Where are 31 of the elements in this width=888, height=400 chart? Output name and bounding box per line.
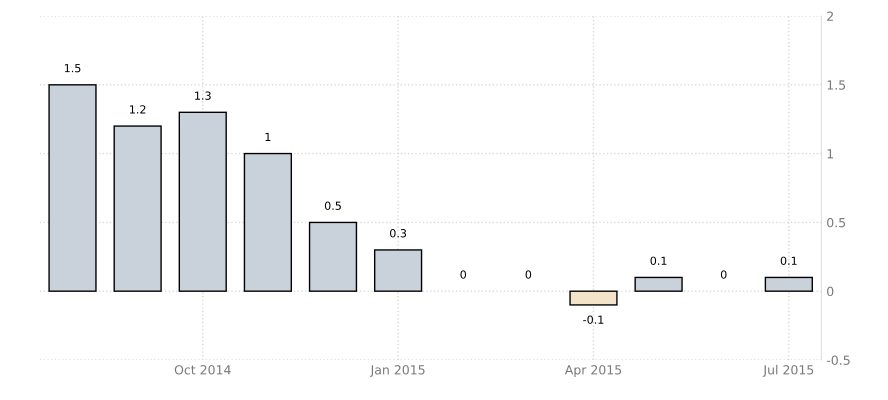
bar: [178, 112, 227, 292]
bar: [308, 222, 358, 292]
data-label: 1.5: [64, 64, 80, 72]
y-tick-label: 1.5: [828, 80, 846, 90]
bar: [114, 125, 162, 292]
data-label: 0: [460, 270, 466, 279]
data-label: 0: [526, 270, 532, 279]
bar: [48, 84, 97, 292]
data-label: 0.5: [324, 202, 341, 210]
bar: [634, 276, 683, 292]
y-tick-label: 2: [827, 11, 833, 21]
bar: [569, 290, 618, 306]
data-label: 0: [720, 270, 727, 279]
y-tick-label: 1: [828, 149, 834, 158]
data-label: 1.2: [130, 105, 146, 114]
x-tick-label: Jul 2015: [762, 364, 814, 377]
data-label: -0.1: [583, 315, 604, 324]
y-tick-label: -0.5: [826, 355, 850, 365]
data-label: 0.3: [390, 229, 406, 238]
x-tick-label: Jan 2015: [370, 365, 425, 377]
bar: [764, 276, 813, 292]
data-label: 0.1: [650, 256, 666, 265]
x-tick-label: Oct 2014: [174, 365, 231, 375]
y-tick-label: 0.5: [827, 218, 846, 228]
data-label: 1.3: [195, 91, 211, 100]
x-tick-label: Apr 2015: [564, 365, 622, 377]
bar: [374, 249, 422, 292]
data-label: 0.1: [780, 256, 797, 265]
bar: [244, 152, 292, 292]
data-label: 1: [266, 132, 270, 141]
y-tick-label: 0: [827, 286, 834, 296]
